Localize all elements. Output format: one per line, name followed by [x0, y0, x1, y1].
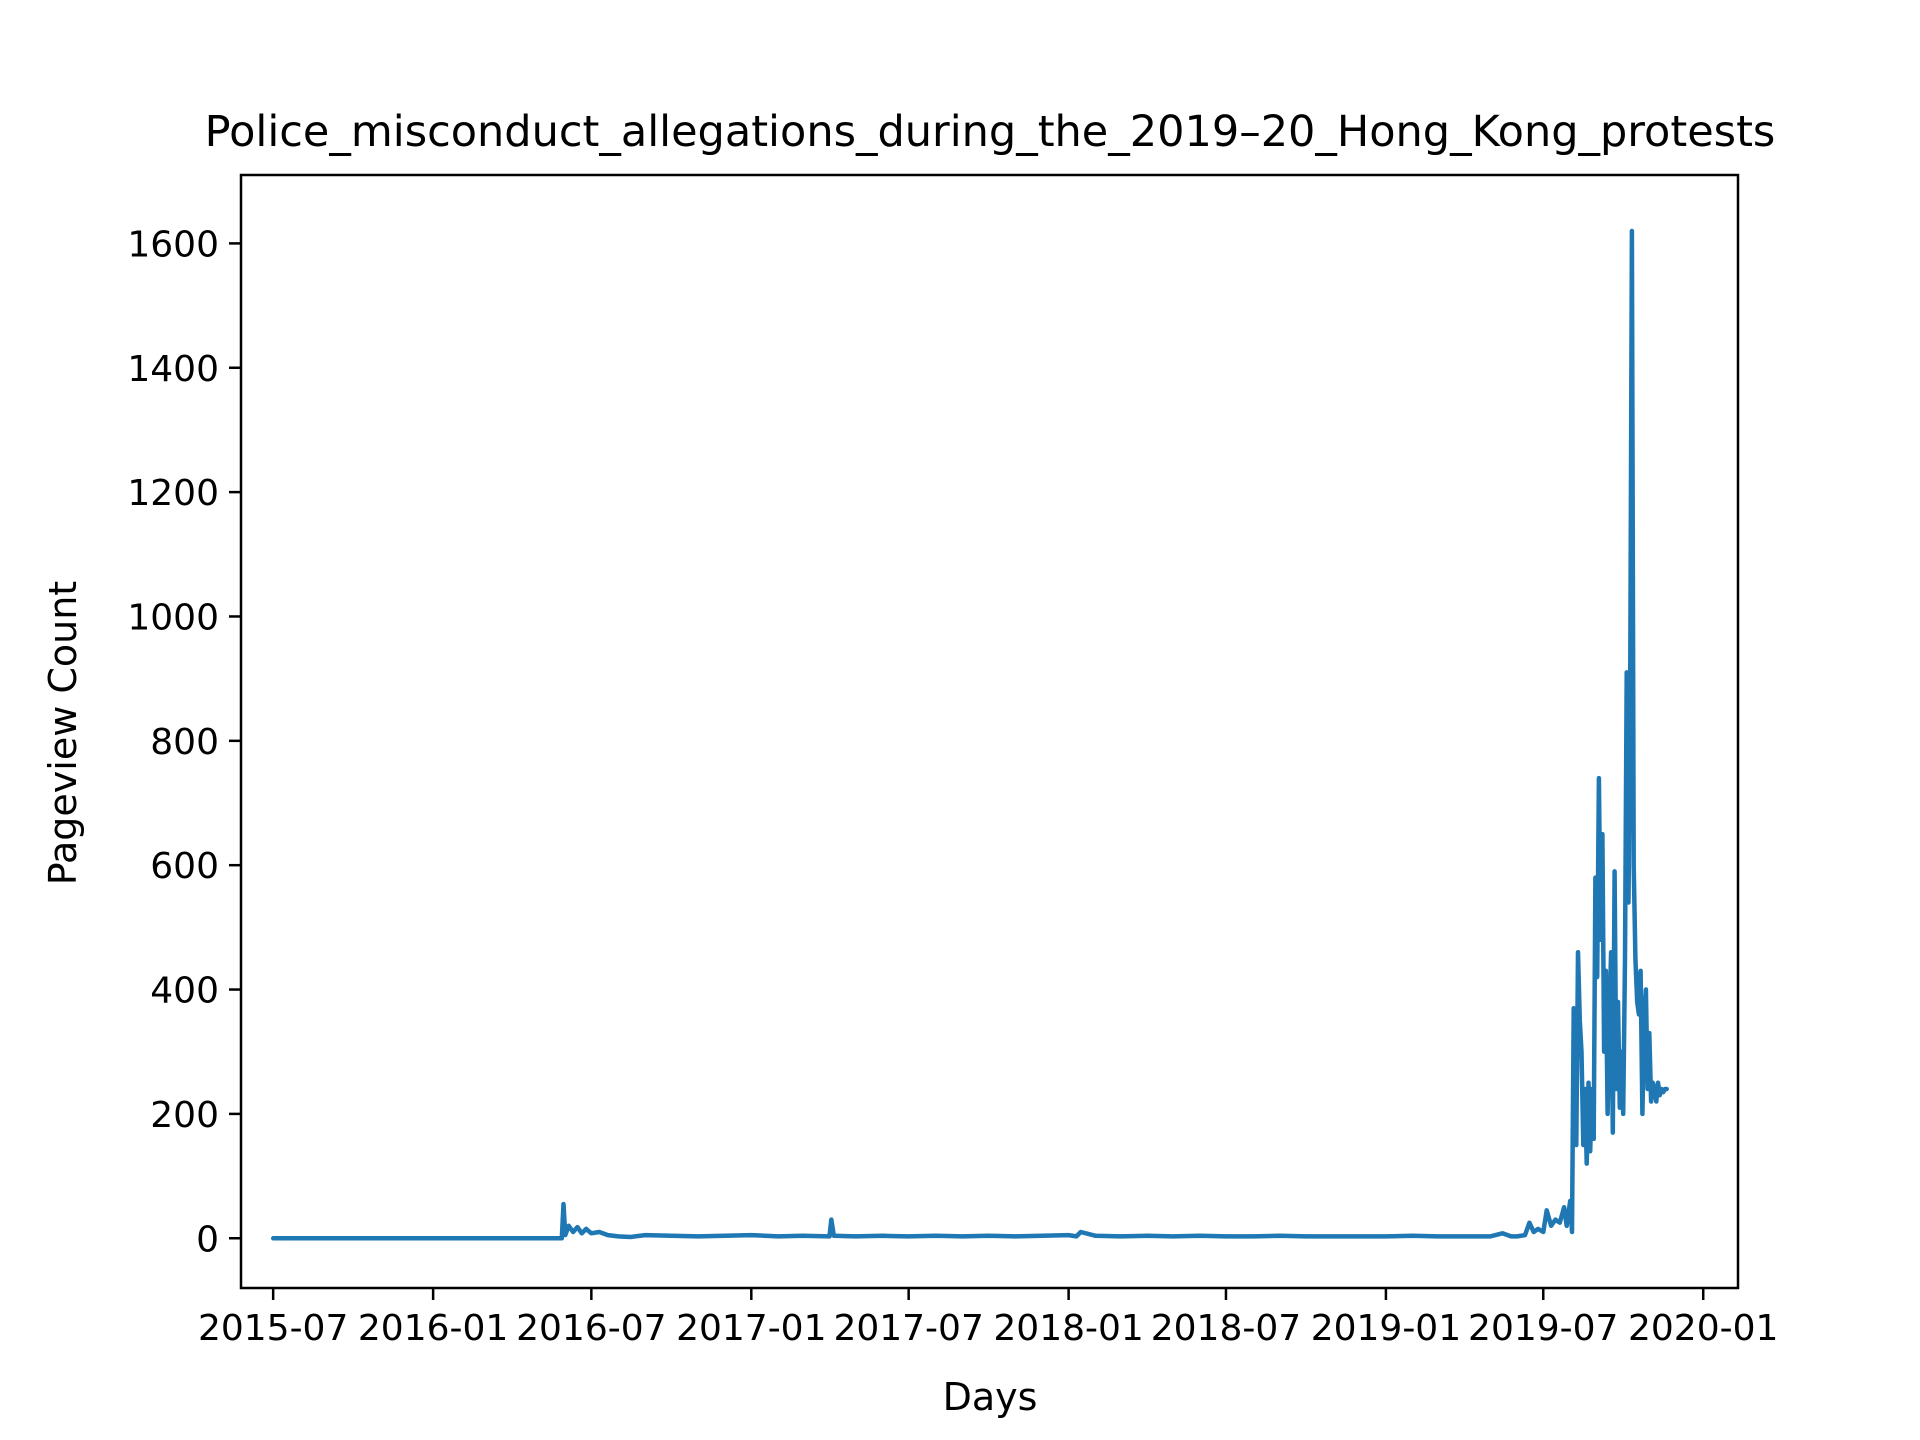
x-tick-label: 2019-01: [1311, 1308, 1461, 1349]
y-tick-label: 1400: [127, 349, 219, 390]
x-tick-label: 2016-07: [516, 1308, 666, 1349]
x-tick-label: 2016-01: [358, 1308, 508, 1349]
x-tick-label: 2019-07: [1468, 1308, 1618, 1349]
x-tick-label: 2015-07: [198, 1308, 348, 1349]
plot-area-frame: [239, 173, 1740, 1290]
chart-title: Police_misconduct_allegations_during_the…: [205, 107, 1776, 157]
series-line-pageviews: [270, 228, 1669, 1241]
y-axis-label: Pageview Count: [41, 581, 85, 885]
x-tick-label: 2017-01: [676, 1308, 826, 1349]
x-tick-label: 2018-01: [993, 1308, 1143, 1349]
y-axis-ticks: 0 200 400 600 800 1000 1200 1400 1600: [127, 224, 241, 1260]
y-tick-label: 0: [196, 1219, 219, 1260]
y-tick-label: 1000: [127, 597, 219, 638]
x-axis-label: Days: [943, 1375, 1038, 1419]
x-tick-label: 2018-07: [1151, 1308, 1301, 1349]
y-tick-label: 400: [150, 971, 219, 1012]
y-tick-label: 1200: [127, 473, 219, 514]
x-tick-label: 2017-07: [833, 1308, 983, 1349]
y-tick-label: 800: [150, 722, 219, 763]
y-tick-label: 1600: [127, 224, 219, 265]
y-tick-label: 200: [150, 1095, 219, 1136]
y-tick-label: 600: [150, 846, 219, 887]
x-tick-label: 2020-01: [1628, 1308, 1778, 1349]
x-axis-ticks: 2015-07 2016-01 2016-07 2017-01 2017-07 2018-…: [198, 1288, 1778, 1349]
